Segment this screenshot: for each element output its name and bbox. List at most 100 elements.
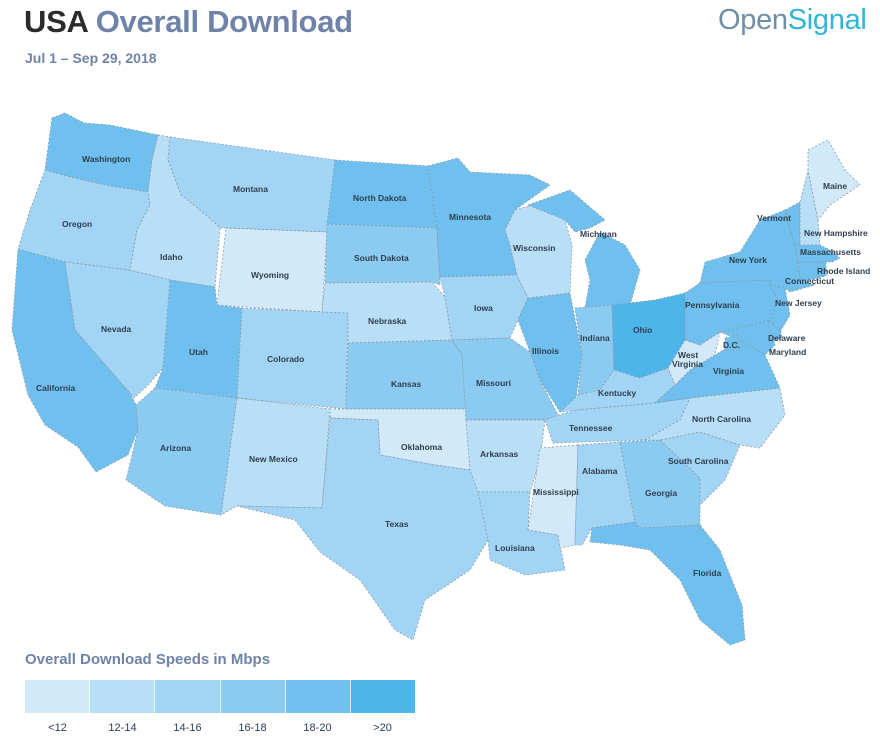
legend-label-18-20: 18-20: [303, 722, 332, 734]
label-north-dakota: North Dakota: [353, 193, 407, 203]
legend-label-lt12: <12: [48, 722, 67, 734]
state-new_mexico[interactable]: [220, 397, 331, 516]
state-rhode_island[interactable]: [817, 261, 827, 279]
state-florida[interactable]: [589, 521, 746, 646]
state-south_dakota[interactable]: [324, 223, 441, 286]
legend-title: Overall Download Speeds in Mbps: [25, 651, 271, 668]
label-alabama: Alabama: [582, 466, 618, 476]
state-texas[interactable]: [236, 417, 489, 641]
label-oregon: Oregon: [62, 219, 92, 229]
state-maryland[interactable]: [719, 319, 776, 356]
opensignal-logo: OpenSignal: [718, 4, 867, 37]
label-arizona: Arizona: [160, 443, 191, 453]
legend-label-12-14: 12-14: [108, 722, 137, 734]
legend-labels: <12 12-14 14-16 16-18 18-20 >20: [25, 722, 415, 734]
state-colorado[interactable]: [236, 307, 349, 410]
legend-swatch-14-16: [155, 680, 221, 713]
legend-label-gt20: >20: [373, 722, 392, 734]
state-new_jersey[interactable]: [769, 284, 791, 333]
label-west: West: [678, 350, 698, 360]
state-minnesota[interactable]: [427, 157, 551, 278]
label-wyoming: Wyoming: [251, 270, 289, 280]
label-virginia-line2: Virginia: [672, 359, 703, 369]
logo-part-signal: Signal: [787, 4, 867, 36]
label-california: California: [36, 383, 75, 393]
state-missouri[interactable]: [451, 337, 559, 421]
state-nebraska[interactable]: [321, 281, 453, 344]
state-new_york[interactable]: [699, 209, 816, 293]
title-metric: Overall Download: [95, 4, 353, 39]
label-virginia: Virginia: [713, 366, 744, 376]
label-florida: Florida: [693, 568, 722, 578]
label-minnesota: Minnesota: [449, 212, 491, 222]
state-massachusetts[interactable]: [794, 244, 841, 263]
label-idaho: Idaho: [160, 252, 183, 262]
state-louisiana[interactable]: [477, 491, 566, 576]
state-north_dakota[interactable]: [326, 159, 438, 229]
label-pennsylvania: Pennsylvania: [685, 300, 740, 310]
label-nevada: Nevada: [101, 324, 132, 334]
state-mississippi[interactable]: [527, 444, 579, 549]
legend-swatch-16-18: [220, 680, 286, 713]
state-maine[interactable]: [807, 139, 861, 221]
label-tennessee: Tennessee: [569, 423, 613, 433]
label-new-mexico: New Mexico: [249, 454, 298, 464]
state-north_carolina[interactable]: [644, 387, 786, 449]
label-utah: Utah: [189, 347, 208, 357]
label-north-carolina: North Carolina: [692, 414, 751, 424]
label-ohio: Ohio: [633, 325, 652, 335]
label-dc: D.C.: [723, 340, 740, 350]
label-illinois: Illinois: [532, 346, 559, 356]
label-nebraska: Nebraska: [368, 316, 407, 326]
date-range: Jul 1 – Sep 29, 2018: [25, 50, 157, 66]
label-montana: Montana: [233, 184, 268, 194]
state-west_virginia[interactable]: [667, 331, 721, 386]
label-michigan: Michigan: [580, 229, 617, 239]
label-maryland: Maryland: [769, 347, 806, 357]
label-new-jersey: New Jersey: [775, 298, 822, 308]
label-mississippi: Mississippi: [533, 487, 579, 497]
legend-color-scale: [25, 680, 416, 713]
label-south-carolina: South Carolina: [668, 456, 729, 466]
label-oklahoma: Oklahoma: [401, 442, 442, 452]
legend-swatch-18-20: [285, 680, 351, 713]
legend-label-16-18: 16-18: [238, 722, 267, 734]
state-dc[interactable]: [724, 334, 739, 351]
legend-swatch-12-14: [90, 680, 156, 713]
label-colorado: Colorado: [267, 354, 304, 364]
legend-swatch-gt20: [350, 680, 416, 713]
label-south-dakota: South Dakota: [354, 253, 409, 263]
title-country: USA: [24, 4, 88, 39]
label-delaware: Delaware: [768, 333, 806, 343]
state-new_hampshire[interactable]: [799, 169, 821, 246]
label-iowa: Iowa: [474, 303, 493, 313]
label-maine: Maine: [823, 181, 847, 191]
state-iowa[interactable]: [439, 274, 529, 341]
label-vermont: Vermont: [757, 213, 791, 223]
state-michigan[interactable]: [527, 189, 641, 309]
label-new-york: New York: [729, 255, 767, 265]
label-missouri: Missouri: [476, 378, 511, 388]
state-kansas[interactable]: [345, 339, 467, 410]
state-montana[interactable]: [167, 136, 336, 233]
state-labels: Washington Oregon California Nevada Idah…: [36, 154, 870, 578]
label-connecticut: Connecticut: [785, 276, 834, 286]
label-massachusetts: Massachusetts: [800, 247, 861, 257]
label-texas: Texas: [385, 519, 409, 529]
page-title: USA Overall Download: [24, 4, 353, 40]
state-alabama[interactable]: [574, 441, 636, 546]
state-oregon[interactable]: [17, 169, 151, 271]
label-washington: Washington: [82, 154, 130, 164]
label-indiana: Indiana: [580, 333, 610, 343]
label-kansas: Kansas: [391, 379, 422, 389]
state-arizona[interactable]: [125, 387, 238, 516]
logo-part-open: Open: [718, 4, 788, 36]
label-kentucky: Kentucky: [598, 388, 637, 398]
label-rhode-island: Rhode Island: [817, 266, 870, 276]
state-nevada[interactable]: [64, 261, 171, 399]
label-wisconsin: Wisconsin: [513, 243, 555, 253]
label-louisiana: Louisiana: [495, 543, 535, 553]
label-arkansas: Arkansas: [480, 449, 519, 459]
label-new-hampshire: New Hampshire: [804, 228, 868, 238]
